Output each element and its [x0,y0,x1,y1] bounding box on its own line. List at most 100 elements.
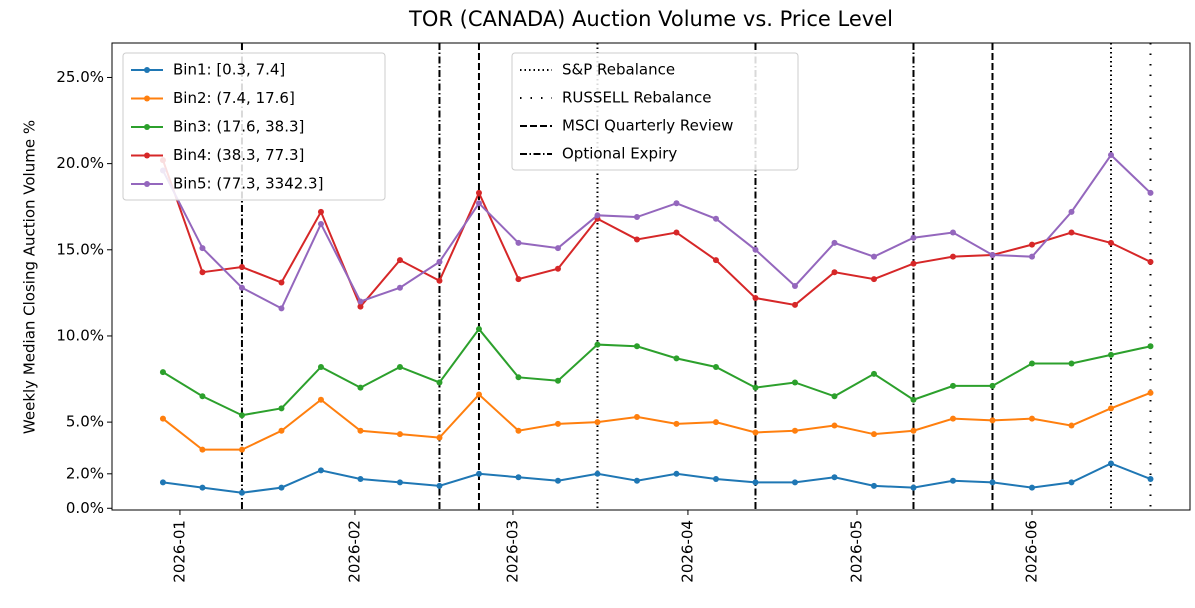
data-point [831,474,838,481]
legend-label: Optional Expiry [562,145,677,163]
data-point [1068,229,1075,236]
legend-marker [144,152,150,159]
data-point [396,363,403,370]
legend-box [511,52,799,171]
legend-marker [144,124,150,130]
data-point [1028,415,1035,422]
data-point [594,212,601,219]
data-point [159,479,166,486]
data-point [989,479,996,486]
data-point [1028,241,1035,248]
data-point [436,379,443,386]
data-point [1107,405,1114,412]
data-point [238,412,245,419]
data-point [949,229,956,236]
data-point [554,420,561,427]
data-point [712,257,719,264]
data-point [752,295,759,302]
data-point [278,279,285,286]
data-point [949,253,956,260]
data-point [199,393,206,400]
legend-label: Bin3: (17.6, 38.3] [173,118,304,136]
data-point [1147,258,1154,265]
data-point [1068,422,1075,429]
data-point [396,257,403,264]
x-tick-label: 2026-01 [170,520,188,583]
data-point [396,431,403,438]
data-point [515,427,522,434]
data-point [910,234,917,241]
data-point [554,265,561,272]
data-point [673,200,680,207]
data-point [633,413,640,420]
data-point [199,446,206,453]
data-point [673,355,680,362]
data-point [791,379,798,386]
data-point [357,475,364,482]
data-point [1107,460,1114,467]
data-point [436,258,443,265]
data-point [989,382,996,389]
x-tick-label: 2026-03 [503,520,521,583]
data-point [317,363,324,370]
data-point [396,284,403,291]
data-point [1068,208,1075,215]
data-point [317,208,324,215]
y-tick-label: 5.0% [66,413,104,431]
data-point [712,215,719,222]
data-point [515,239,522,246]
legend-label: S&P Rebalance [562,61,675,79]
data-point [199,245,206,252]
data-point [831,239,838,246]
data-point [910,484,917,491]
data-point [712,419,719,426]
data-point [1147,189,1154,196]
x-tick-label: 2026-02 [345,520,363,583]
data-point [357,303,364,310]
data-point [515,276,522,283]
data-point [752,429,759,436]
data-point [515,474,522,481]
data-point [238,264,245,271]
data-point [831,269,838,276]
data-point [475,470,482,477]
data-point [712,475,719,482]
data-point [436,277,443,284]
data-point [1107,351,1114,358]
data-point [238,284,245,291]
data-point [554,477,561,484]
data-point [475,326,482,333]
data-point [673,420,680,427]
legend: Bin1: [0.3, 7.4] Bin2: (7.4, 17.6] Bin3: (… [122,52,386,201]
legend-label: Bin1: [0.3, 7.4] [173,61,285,79]
data-point [357,427,364,434]
legend-label: RUSSELL Rebalance [562,89,711,107]
data-point [1068,360,1075,367]
data-point [436,434,443,441]
data-point [317,467,324,474]
data-point [594,341,601,348]
data-point [594,419,601,426]
legend-box [122,52,386,201]
data-point [791,479,798,486]
legend-label: MSCI Quarterly Review [562,117,733,135]
y-tick-label: 25.0% [56,68,104,86]
event-legend: S&P Rebalance RUSSELL Rebalance MSCI Quart… [511,52,799,171]
data-point [791,427,798,434]
data-point [870,276,877,283]
data-point [752,384,759,391]
x-tick-label: 2026-05 [848,520,866,583]
legend-marker [144,95,150,102]
data-point [752,479,759,486]
data-point [870,482,877,489]
y-tick-label: 2.0% [66,464,104,482]
data-point [278,427,285,434]
data-point [949,382,956,389]
data-point [1028,360,1035,367]
data-point [831,422,838,429]
data-point [673,229,680,236]
data-point [317,220,324,227]
data-point [870,370,877,377]
data-point [278,305,285,312]
